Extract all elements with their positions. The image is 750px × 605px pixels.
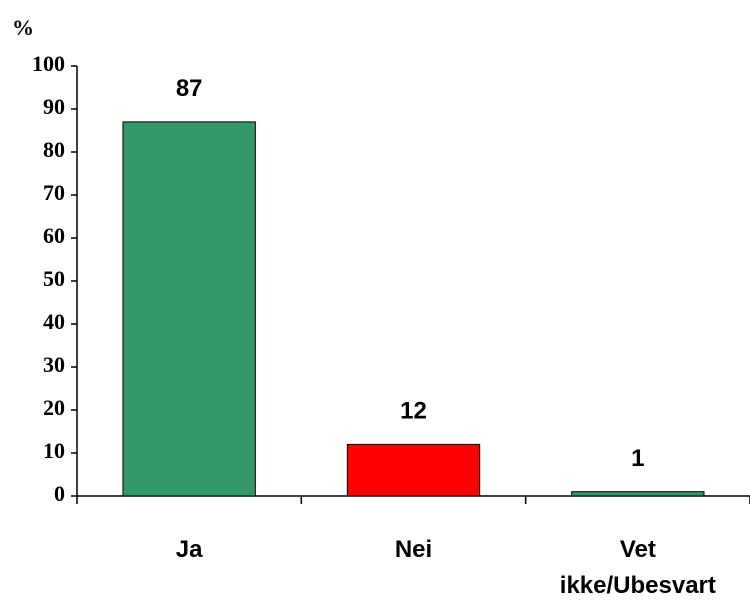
data-label: 1 xyxy=(631,445,644,472)
y-tick-label: 80 xyxy=(43,137,65,162)
x-tick-label: Ja xyxy=(175,536,203,563)
y-tick-label: 0 xyxy=(54,481,65,506)
bar xyxy=(346,443,481,497)
y-tick-label: 90 xyxy=(43,94,65,119)
y-tick-label: 60 xyxy=(43,223,65,248)
data-label: 87 xyxy=(176,75,203,102)
y-tick-label: 20 xyxy=(43,395,65,420)
y-tick-label: 70 xyxy=(43,180,65,205)
x-tick-label: Vet ikke/Ubesvart xyxy=(559,536,716,599)
x-tick-label: Nei xyxy=(394,536,433,563)
bar xyxy=(122,121,256,497)
y-tick-label: 30 xyxy=(43,352,65,377)
y-unit: % xyxy=(12,15,34,40)
y-tick-label: 10 xyxy=(43,438,65,463)
bar xyxy=(571,491,705,497)
y-tick-label: 100 xyxy=(32,51,65,76)
y-tick-label: 40 xyxy=(43,309,65,334)
y-tick-label: 50 xyxy=(43,266,65,291)
data-label: 12 xyxy=(400,398,427,425)
